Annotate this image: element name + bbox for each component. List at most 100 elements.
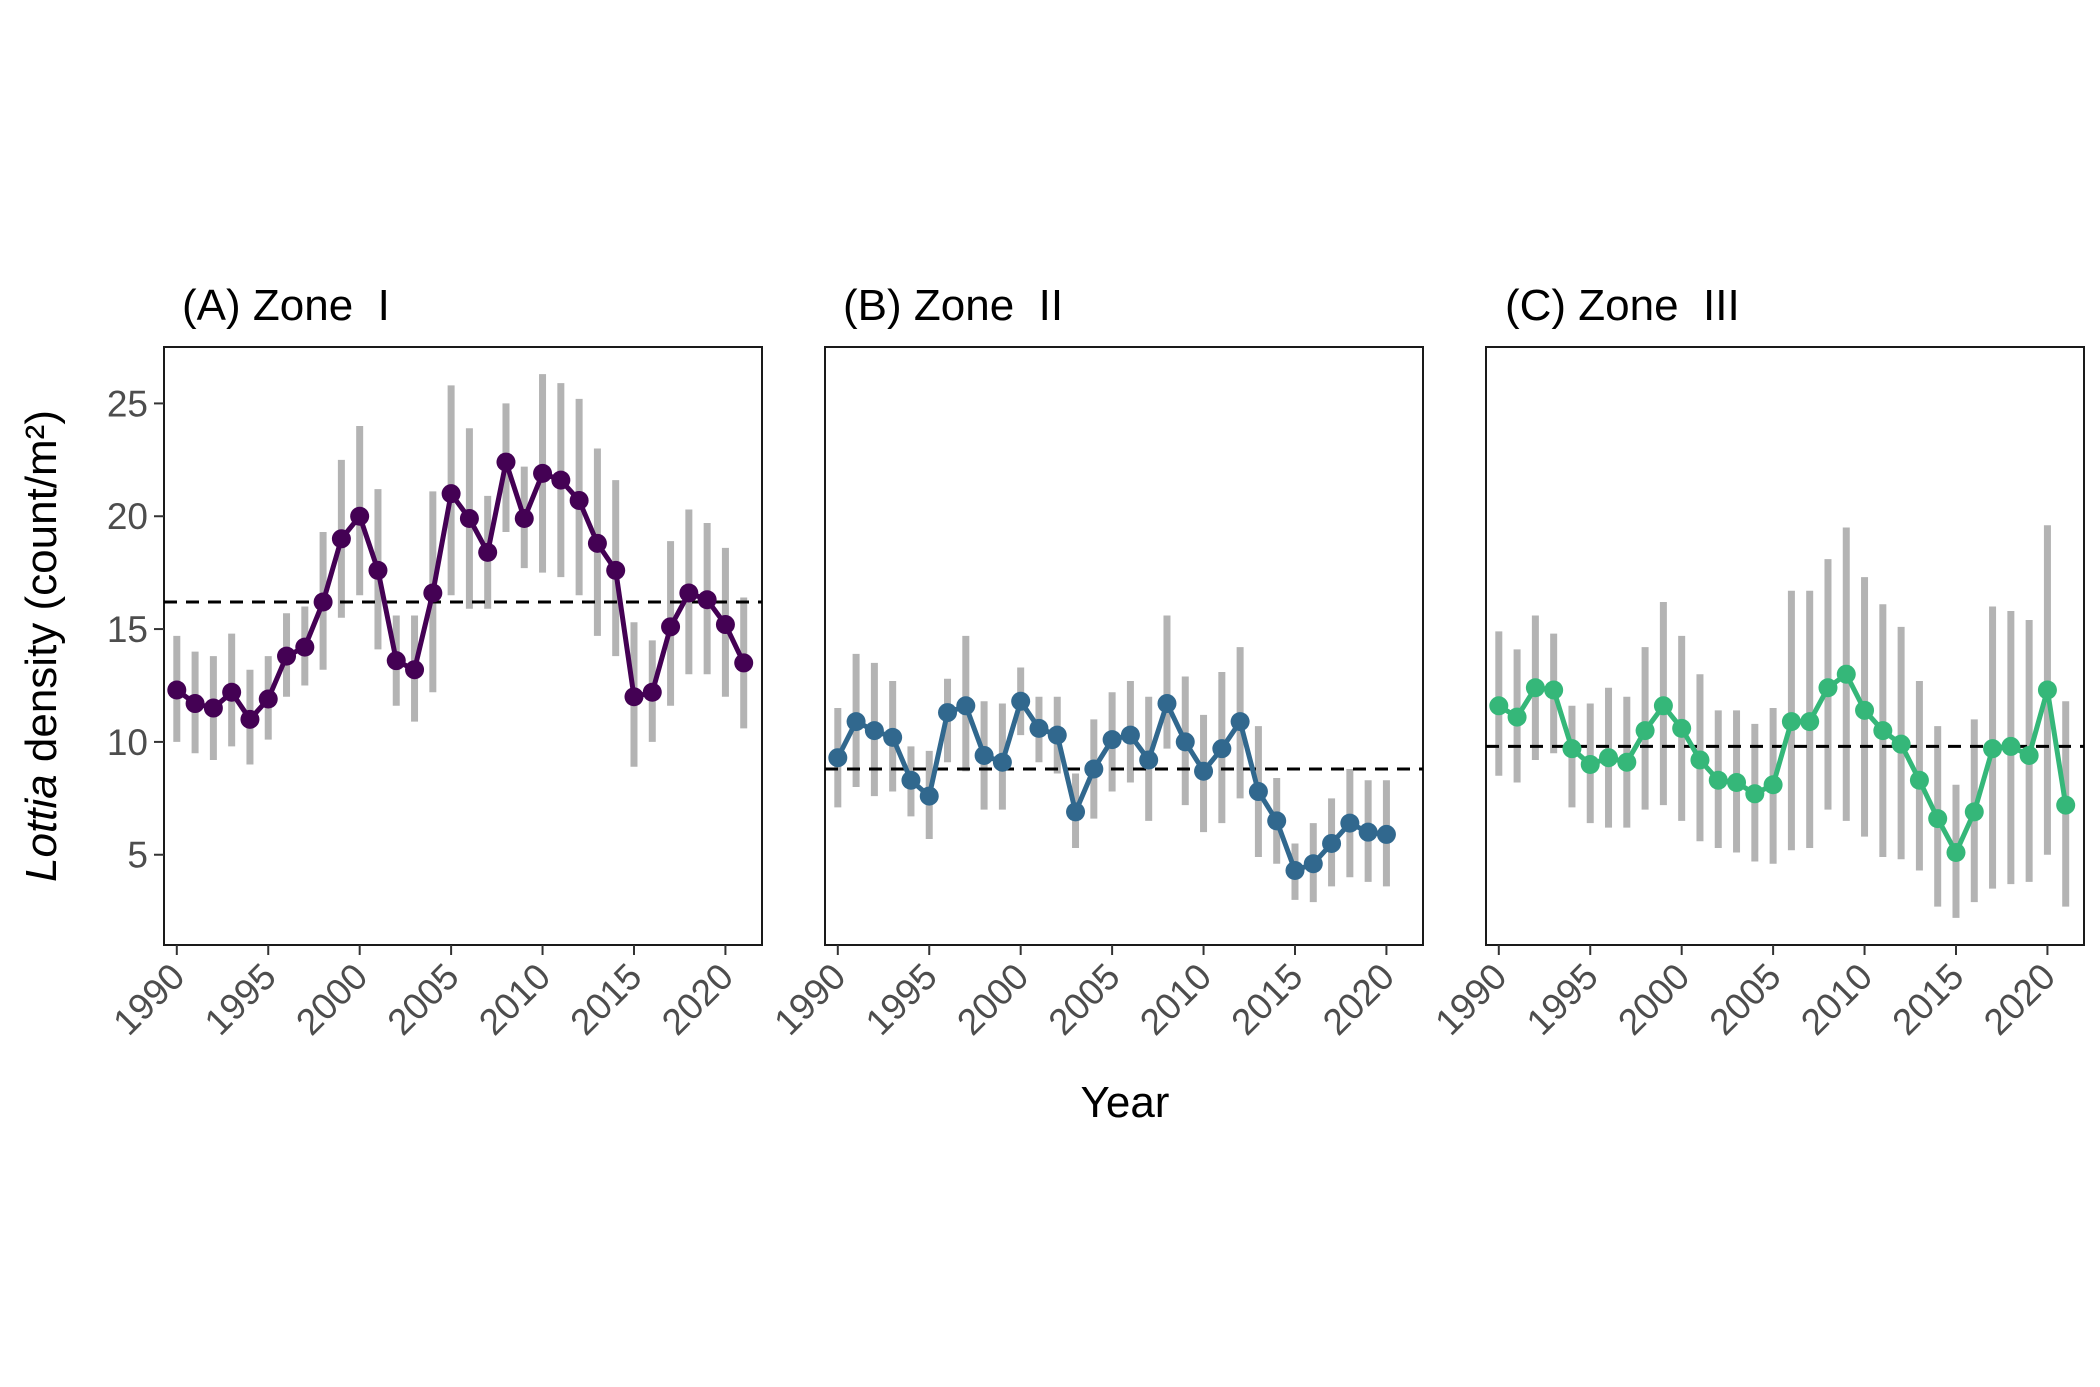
data-point — [919, 786, 939, 806]
x-tick-label: 1995 — [197, 956, 284, 1043]
data-point — [1194, 761, 1214, 781]
x-tick-label: 1995 — [858, 956, 945, 1043]
data-point — [1029, 718, 1049, 738]
data-point — [1745, 784, 1765, 804]
data-point — [901, 770, 921, 790]
y-axis-title-italic: Lottia — [17, 774, 66, 882]
data-point — [1212, 739, 1232, 759]
x-tick-label: 2000 — [949, 956, 1036, 1043]
data-point — [864, 721, 884, 741]
data-point — [587, 533, 607, 553]
x-tick-label: 1990 — [1427, 956, 1514, 1043]
data-point — [1340, 813, 1360, 833]
panel-zone-3: (C) Zone III 1990 1995 2000 2005 2010 2015 202… — [1427, 281, 2085, 1043]
panel-border — [1485, 346, 2085, 946]
x-tick-label: 2005 — [1041, 956, 1128, 1043]
data-point — [1525, 678, 1545, 698]
data-point — [1303, 854, 1323, 874]
data-point — [277, 646, 297, 666]
data-point — [1946, 842, 1966, 862]
data-point — [1763, 775, 1783, 795]
data-point — [1690, 750, 1710, 770]
data-point — [1580, 754, 1600, 774]
data-point — [1358, 822, 1378, 842]
y-tick-label: 10 — [107, 722, 148, 763]
data-point — [258, 689, 278, 709]
data-point — [624, 687, 644, 707]
panel-title-zone-1: (A) Zone I — [182, 281, 390, 330]
data-point — [1507, 707, 1527, 727]
data-point — [569, 490, 589, 510]
data-point — [1599, 748, 1619, 768]
data-point — [1781, 712, 1801, 732]
x-tick-label: 2010 — [1132, 956, 1219, 1043]
data-point — [1672, 718, 1692, 738]
data-point — [533, 463, 553, 483]
y-tick-label: 20 — [107, 496, 148, 537]
data-point — [222, 682, 242, 702]
data-point — [1928, 809, 1948, 829]
data-point — [405, 660, 425, 680]
x-tick-label: 1990 — [105, 956, 192, 1043]
data-point — [1964, 802, 1984, 822]
data-point — [1617, 752, 1637, 772]
data-point — [956, 696, 976, 716]
data-point — [441, 484, 461, 504]
panel-title-zone-2: (B) Zone II — [843, 281, 1063, 330]
data-point — [1175, 732, 1195, 752]
data-point — [1800, 712, 1820, 732]
x-tick-label: 2020 — [1315, 956, 1402, 1043]
data-point — [734, 653, 754, 673]
data-point — [459, 509, 479, 529]
x-tick-label: 2000 — [1610, 956, 1697, 1043]
data-point — [1066, 802, 1086, 822]
panel-border — [163, 346, 763, 946]
data-point — [846, 712, 866, 732]
data-point — [514, 509, 534, 529]
data-point — [642, 682, 662, 702]
data-point — [1873, 721, 1893, 741]
data-point — [828, 748, 848, 768]
data-point — [478, 542, 498, 562]
data-point — [1084, 759, 1104, 779]
x-tick-label: 1990 — [766, 956, 853, 1043]
data-point — [1562, 739, 1582, 759]
data-point — [1635, 721, 1655, 741]
data-point — [1376, 824, 1396, 844]
data-point — [1102, 730, 1122, 750]
data-point — [1909, 770, 1929, 790]
data-point — [938, 703, 958, 723]
data-point — [1139, 750, 1159, 770]
data-point — [2056, 795, 2076, 815]
data-point — [1544, 680, 1564, 700]
data-point — [295, 637, 315, 657]
data-point — [1248, 782, 1268, 802]
data-point — [240, 709, 260, 729]
data-point — [1322, 833, 1342, 853]
data-point — [551, 470, 571, 490]
data-point — [167, 680, 187, 700]
x-tick-label: 2005 — [1702, 956, 1789, 1043]
x-axis-title: Year — [1081, 1078, 1170, 1127]
data-point — [386, 651, 406, 671]
data-point — [1120, 725, 1140, 745]
data-point — [1708, 770, 1728, 790]
data-point — [606, 560, 626, 580]
y-axis-title-rest: density (count/m²) — [17, 410, 66, 774]
data-point — [423, 583, 443, 603]
data-point — [313, 592, 333, 612]
data-point — [697, 590, 717, 610]
data-point — [2019, 745, 2039, 765]
y-tick-label: 5 — [127, 835, 148, 876]
data-point — [368, 560, 388, 580]
data-point — [1653, 696, 1673, 716]
data-point — [1727, 773, 1747, 793]
data-point — [715, 615, 735, 635]
y-tick-label: 15 — [107, 609, 148, 650]
data-point — [496, 452, 516, 472]
data-point — [1230, 712, 1250, 732]
data-point — [1011, 691, 1031, 711]
data-point — [1891, 734, 1911, 754]
data-point — [1489, 696, 1509, 716]
data-point — [1836, 664, 1856, 684]
